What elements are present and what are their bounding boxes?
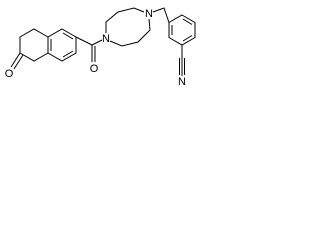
bond: [152, 7, 170, 23]
bond: [75, 36, 93, 46]
bonds: [10, 7, 196, 76]
bond: [182, 18, 193, 25]
atom-labels: O O N N N: [5, 8, 186, 88]
atom-label: O: [5, 68, 14, 80]
bond: [91, 39, 103, 46]
bond: [182, 35, 193, 42]
bond: [109, 18, 151, 47]
atom-label: N: [145, 8, 153, 20]
bond: [47, 28, 77, 62]
molecule: O O N N N: [5, 7, 196, 88]
bond: [62, 32, 74, 40]
atom-label: N: [178, 76, 186, 88]
atom-label: N: [102, 33, 110, 45]
bond: [62, 50, 74, 58]
bond: [168, 14, 196, 46]
bond: [105, 7, 145, 33]
page: O O N N N (() => { const data = JSON.par…: [0, 0, 320, 89]
bond: [19, 28, 49, 62]
atom-label: O: [90, 63, 99, 75]
bond: [10, 52, 21, 68]
bond: [13, 54, 24, 70]
